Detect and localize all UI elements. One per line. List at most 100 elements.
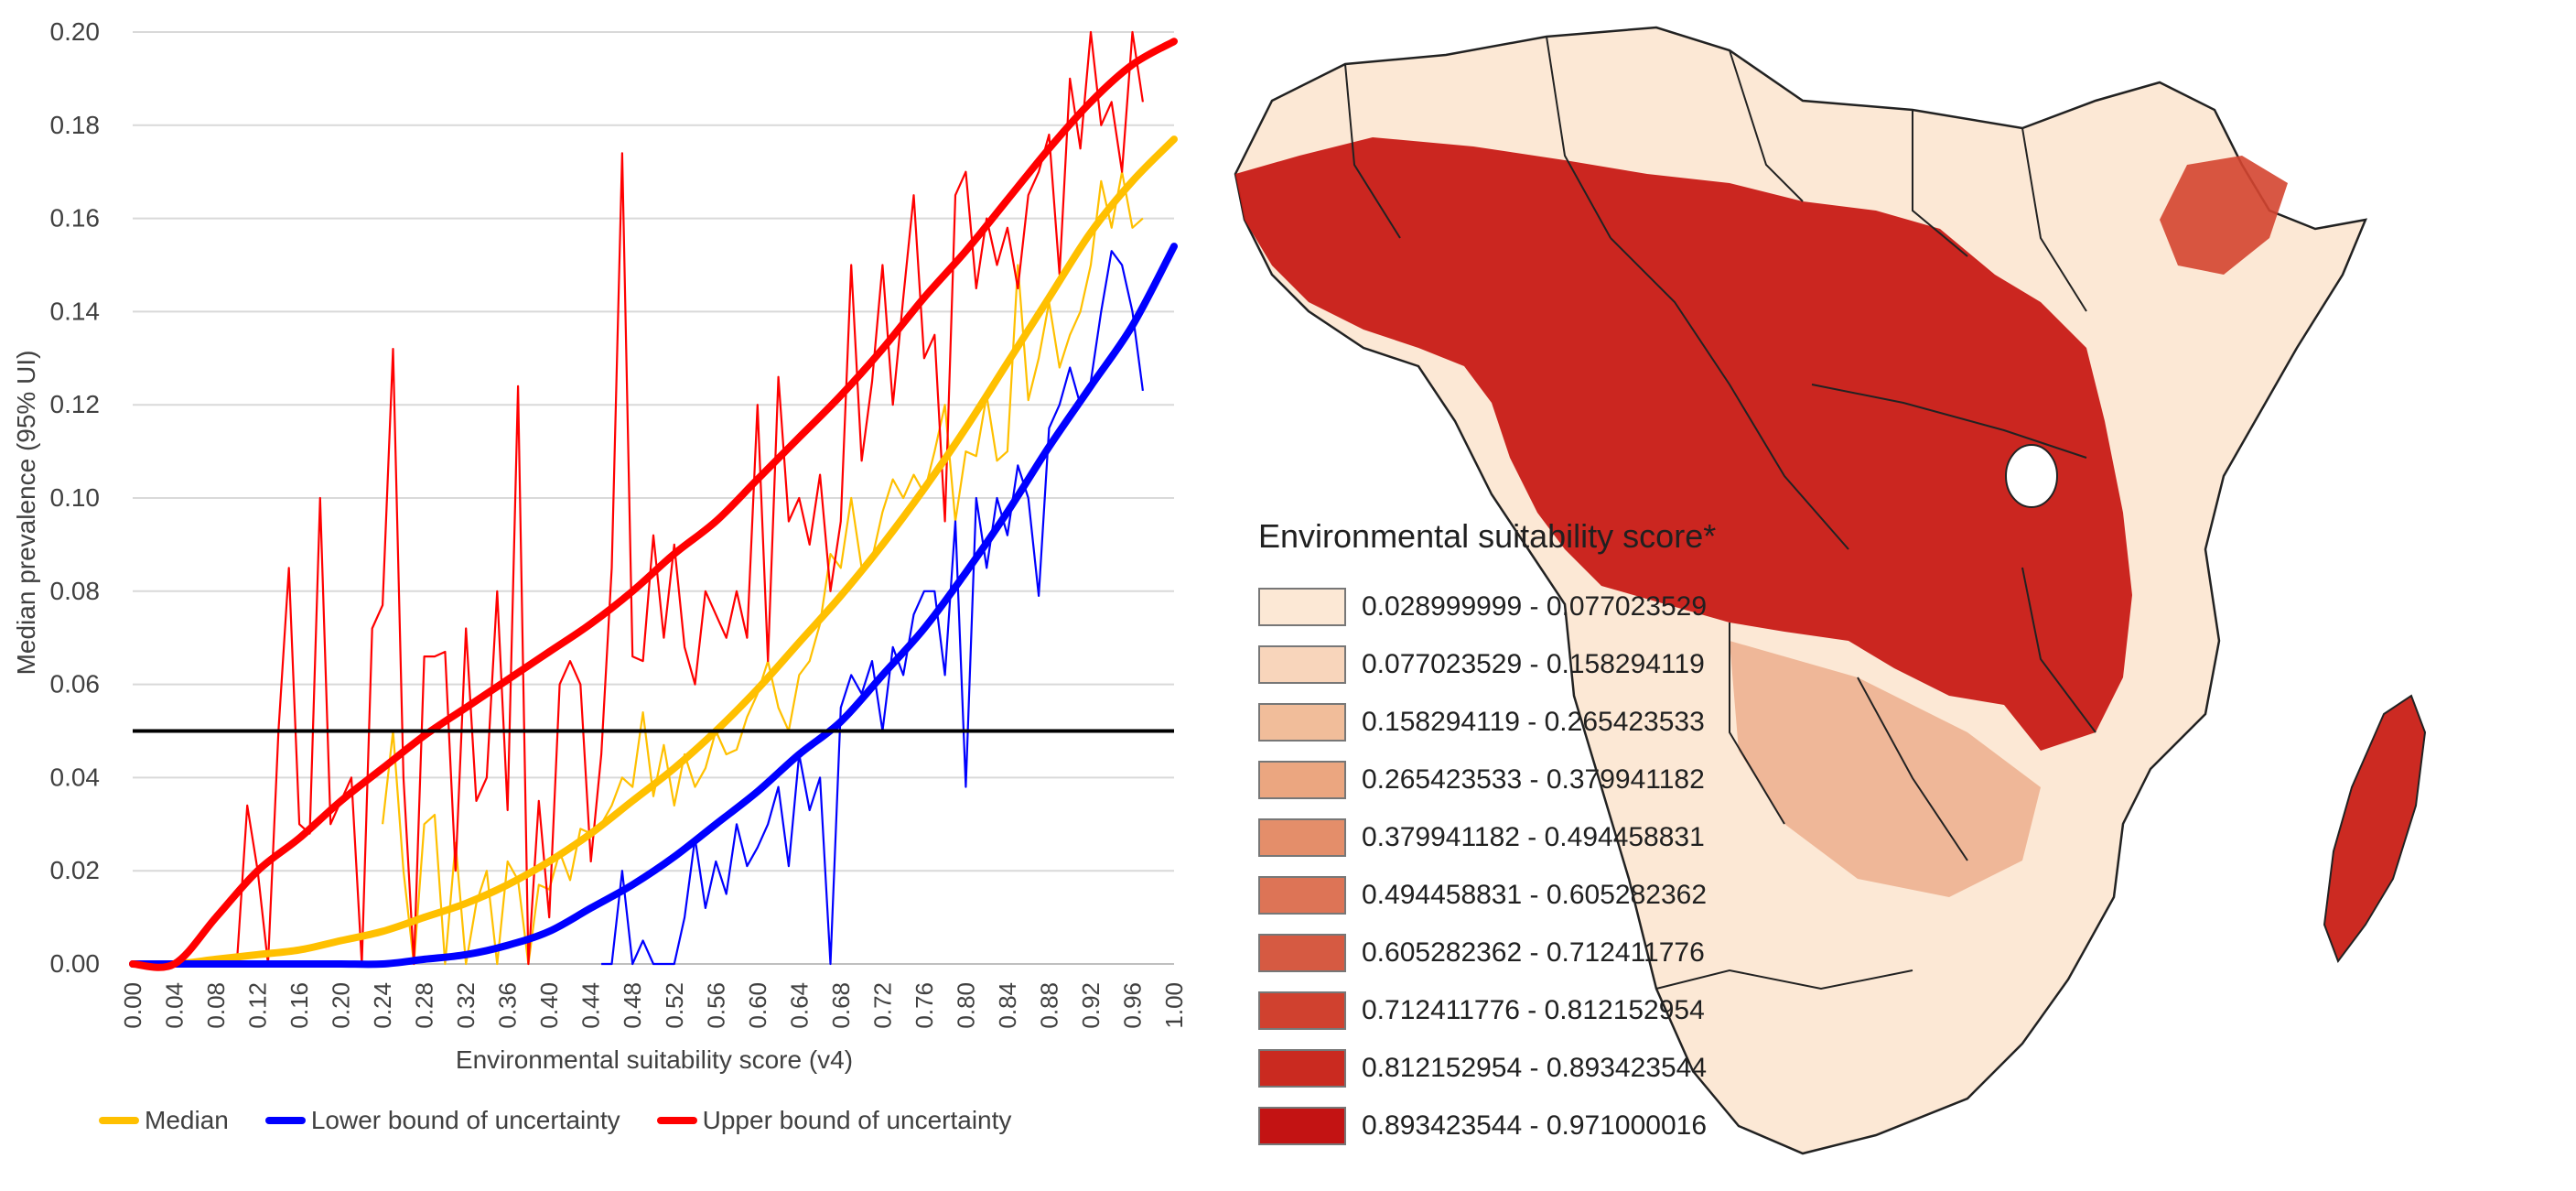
y-tick-label: 0.18 — [50, 111, 101, 139]
x-tick-label: 0.20 — [328, 982, 355, 1029]
x-tick-labels: 0.00 0.04 0.08 0.12 0.16 0.20 0.24 0.28 0.32 0.36… — [119, 982, 1188, 1029]
map-legend-row: 0.605282362 - 0.712411776 — [1258, 924, 1807, 981]
legend-label-upper: Upper bound of uncertainty — [702, 1106, 1012, 1134]
legend-swatch-lower — [264, 1117, 306, 1124]
legend-range-label: 0.379941182 - 0.494458831 — [1362, 821, 1705, 852]
legend-swatch — [1258, 1048, 1346, 1088]
x-tick-label: 0.28 — [411, 982, 438, 1029]
map-legend-row: 0.028999999 - 0.077023529 — [1258, 578, 1807, 635]
legend-range-label: 0.158294119 - 0.265423533 — [1362, 706, 1705, 737]
raw-series-line-0 — [382, 170, 1144, 966]
x-tick-label: 0.92 — [1077, 982, 1105, 1029]
x-tick-label: 0.48 — [619, 982, 646, 1029]
x-tick-label: 0.00 — [119, 982, 146, 1029]
map-legend-row: 0.158294119 - 0.265423533 — [1258, 693, 1807, 751]
x-tick-label: 0.08 — [202, 982, 230, 1029]
x-tick-label: 0.68 — [827, 982, 855, 1029]
legend-swatch — [1258, 587, 1346, 626]
y-tick-label: 0.20 — [50, 17, 101, 46]
legend-range-label: 0.605282362 - 0.712411776 — [1362, 937, 1705, 968]
legend-range-label: 0.265423533 - 0.379941182 — [1362, 763, 1705, 795]
legend-range-label: 0.028999999 - 0.077023529 — [1362, 590, 1708, 622]
y-tick-label: 0.00 — [50, 949, 101, 978]
x-tick-label: 0.88 — [1035, 982, 1062, 1029]
x-tick-label: 0.44 — [577, 982, 605, 1029]
southern-moderate-zone — [1730, 641, 2041, 897]
x-tick-label: 0.80 — [952, 982, 979, 1029]
legend-swatch — [1258, 644, 1346, 684]
x-tick-label: 0.64 — [785, 982, 813, 1029]
x-tick-label: 0.04 — [161, 982, 189, 1029]
legend-item-upper: Upper bound of uncertainty — [656, 1106, 1012, 1135]
legend-range-label: 0.893423544 - 0.971000016 — [1362, 1110, 1708, 1141]
map-legend-row: 0.077023529 - 0.158294119 — [1258, 635, 1807, 693]
map-legend-title: Environmental suitability score* — [1258, 517, 1717, 555]
legend-swatch — [1258, 817, 1346, 857]
legend-swatch-upper — [656, 1117, 697, 1124]
chart-svg: 0.00 0.02 0.04 0.06 0.08 0.10 0.12 0.14 0.16 0.18… — [12, 17, 1188, 1074]
x-tick-label: 0.32 — [452, 982, 480, 1029]
y-tick-label: 0.04 — [50, 763, 101, 791]
legend-swatch — [1258, 760, 1346, 799]
map-legend-row: 0.812152954 - 0.893423544 — [1258, 1039, 1807, 1097]
legend-label-lower: Lower bound of uncertainty — [310, 1106, 620, 1134]
africa-map — [1234, 26, 2427, 1155]
smooth-series-line-0 — [129, 135, 1178, 969]
y-axis-label: Median prevalence (95% UI) — [12, 351, 40, 676]
x-axis-label: Environmental suitability score (v4) — [456, 1045, 853, 1074]
prevalence-chart: 0.00 0.02 0.04 0.06 0.08 0.10 0.12 0.14 0.16 0.18… — [0, 0, 1208, 1191]
legend-range-label: 0.077023529 - 0.158294119 — [1362, 648, 1705, 679]
x-tick-label: 0.36 — [494, 982, 522, 1029]
raw-series — [235, 30, 1144, 966]
legend-range-label: 0.494458831 - 0.605282362 — [1362, 879, 1708, 910]
suitability-map: Environmental suitability score* 0.02899… — [1217, 0, 2576, 1191]
x-tick-label: 0.76 — [911, 982, 938, 1029]
map-legend: Environmental suitability score* 0.02899… — [1258, 517, 1807, 1154]
legend-item-lower: Lower bound of uncertainty — [264, 1106, 620, 1135]
x-tick-label: 0.96 — [1118, 982, 1146, 1029]
raw-series-line-1 — [601, 250, 1144, 966]
x-tick-label: 1.00 — [1160, 982, 1188, 1029]
x-tick-label: 0.84 — [994, 982, 1021, 1029]
x-tick-label: 0.72 — [868, 982, 896, 1029]
legend-swatch — [1258, 1106, 1346, 1145]
smooth-series — [129, 38, 1178, 971]
lake-victoria — [2005, 444, 2058, 508]
x-tick-label: 0.56 — [702, 982, 729, 1029]
x-tick-label: 0.52 — [661, 982, 688, 1029]
y-tick-label: 0.12 — [50, 390, 101, 418]
high-suitability-zone — [1235, 137, 2132, 751]
legend-swatch — [1258, 702, 1346, 742]
legend-swatch — [1258, 933, 1346, 972]
map-legend-row: 0.265423533 - 0.379941182 — [1258, 751, 1807, 808]
legend-range-label: 0.712411776 - 0.812152954 — [1362, 994, 1705, 1025]
x-tick-label: 0.60 — [744, 982, 771, 1029]
legend-item-median: Median — [99, 1106, 229, 1135]
legend-swatch — [1258, 991, 1346, 1030]
legend-swatch-median — [99, 1117, 139, 1124]
y-tick-label: 0.10 — [50, 483, 101, 512]
ethiopia-zone — [2160, 156, 2288, 275]
smooth-series-line-2 — [129, 38, 1178, 971]
x-tick-label: 0.12 — [244, 982, 272, 1029]
smooth-series-line-1 — [129, 243, 1178, 969]
x-tick-label: 0.24 — [369, 982, 396, 1029]
madagascar — [2323, 694, 2427, 964]
y-tick-label: 0.14 — [50, 297, 101, 325]
y-tick-label: 0.08 — [50, 577, 101, 605]
raw-series-line-2 — [235, 30, 1144, 966]
y-tick-label: 0.16 — [50, 204, 101, 233]
y-tick-label: 0.02 — [50, 856, 101, 884]
map-legend-row: 0.893423544 - 0.971000016 — [1258, 1097, 1807, 1154]
map-legend-row: 0.379941182 - 0.494458831 — [1258, 808, 1807, 866]
chart-legend: Median Lower bound of uncertainty Upper … — [99, 1106, 1048, 1135]
map-legend-row: 0.712411776 - 0.812152954 — [1258, 981, 1807, 1039]
x-tick-label: 0.16 — [286, 982, 313, 1029]
y-tick-label: 0.06 — [50, 670, 101, 698]
legend-swatch — [1258, 875, 1346, 915]
country-borders — [1344, 36, 2096, 991]
x-tick-label: 0.40 — [535, 982, 563, 1029]
legend-label-median: Median — [145, 1106, 229, 1134]
map-legend-row: 0.494458831 - 0.605282362 — [1258, 866, 1807, 924]
y-tick-labels: 0.00 0.02 0.04 0.06 0.08 0.10 0.12 0.14 0.16 0.18… — [50, 17, 101, 978]
